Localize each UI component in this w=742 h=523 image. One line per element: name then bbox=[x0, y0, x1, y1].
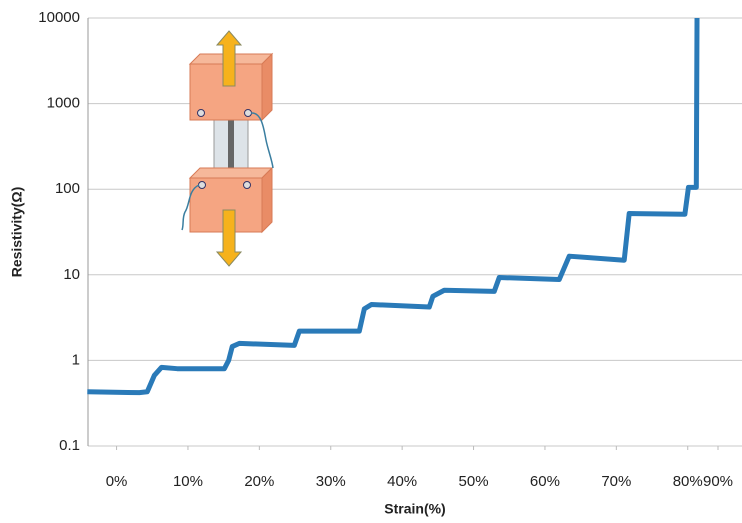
x-tick-label: 10% bbox=[173, 473, 203, 490]
y-tick-label: 0.1 bbox=[59, 437, 80, 454]
y-tick-label: 10000 bbox=[38, 9, 80, 26]
pin bbox=[244, 109, 252, 117]
x-tick-label: 40% bbox=[387, 473, 417, 490]
x-axis-title: Strain(%) bbox=[384, 501, 445, 517]
specimen-core bbox=[228, 118, 234, 178]
y-tick-label: 10 bbox=[63, 266, 80, 283]
y-tick-label: 1000 bbox=[47, 95, 80, 112]
wire bbox=[181, 184, 200, 231]
y-axis-title: Resistivity(Ω) bbox=[9, 187, 25, 278]
grip-top bbox=[188, 167, 274, 179]
x-tick-label: 20% bbox=[244, 473, 274, 490]
grip-side bbox=[261, 166, 273, 234]
wire bbox=[250, 112, 274, 169]
x-tick-label: 50% bbox=[459, 473, 489, 490]
pin bbox=[197, 109, 205, 117]
grip-side bbox=[261, 52, 273, 122]
arrow-up bbox=[215, 30, 243, 87]
y-tick-label: 100 bbox=[55, 180, 80, 197]
data-line bbox=[87, 17, 700, 396]
x-tick-label: 60% bbox=[530, 473, 560, 490]
inset-illustration bbox=[181, 30, 274, 267]
x-tick-label: 0% bbox=[106, 473, 128, 490]
x-tick-label: 90% bbox=[703, 473, 733, 490]
y-tick-label: 1 bbox=[72, 351, 80, 368]
x-tick-label: 80% bbox=[673, 473, 703, 490]
arrow-down bbox=[215, 209, 243, 267]
x-tick-label: 30% bbox=[316, 473, 346, 490]
plot-area: 0.1 1 10 100 1000 10000 0% 10% 20% 30% 40% 50% 60% 70… bbox=[38, 9, 742, 490]
x-tick-label: 70% bbox=[601, 473, 631, 490]
pin bbox=[198, 181, 206, 189]
pin bbox=[243, 181, 251, 189]
